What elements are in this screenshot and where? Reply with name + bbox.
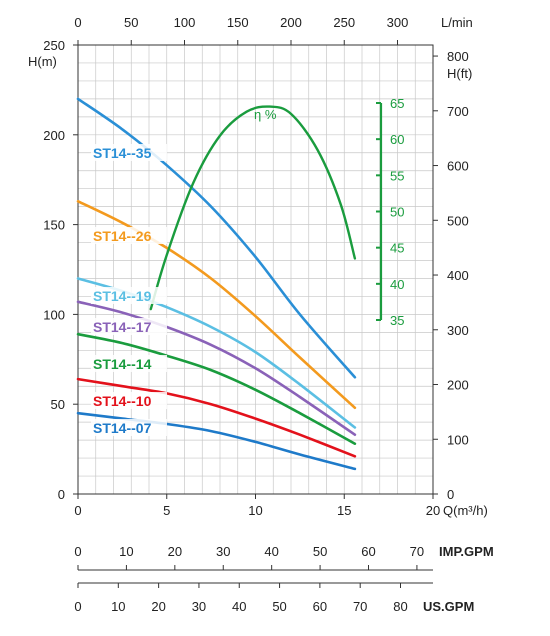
us-gpm-tick-label: 20 — [151, 599, 165, 614]
us-gpm-tick-label: 40 — [232, 599, 246, 614]
efficiency-tick-label: 45 — [390, 241, 404, 256]
series-label-bg — [91, 227, 167, 244]
y-right-tick-label: 300 — [447, 323, 469, 338]
axes: 0 5 10 15 20 Q(m³/h)0 50 100 150 200 250 300 L/min05… — [28, 15, 488, 518]
head-curve — [76, 200, 357, 410]
x-tick-label: 10 — [248, 503, 262, 518]
y-right-axis-label: H(ft) — [447, 66, 472, 81]
imp-gpm-tick-label: 70 — [410, 544, 424, 559]
head-curve — [76, 97, 357, 379]
imp-gpm-tick-label: 30 — [216, 544, 230, 559]
series-curves — [76, 97, 357, 471]
x-top-tick-label: 300 — [387, 15, 409, 30]
series-label: ST14--26 — [93, 228, 152, 244]
y-tick-label: 200 — [43, 128, 65, 143]
head-curve — [76, 411, 357, 471]
x-tick-label: 0 — [74, 503, 81, 518]
us-gpm-tick-label: 0 — [74, 599, 81, 614]
grid — [78, 45, 433, 494]
y-right-tick-label: 0 — [447, 487, 454, 502]
x-tick-label: 5 — [163, 503, 170, 518]
x-top-tick-label: 250 — [333, 15, 355, 30]
head-curve — [76, 300, 357, 436]
us-gpm-tick-label: 30 — [192, 599, 206, 614]
y-right-tick-label: 700 — [447, 104, 469, 119]
series-label-bg — [91, 392, 167, 409]
series-label-bg — [91, 318, 167, 335]
x-top-tick-label: 150 — [227, 15, 249, 30]
efficiency-tick-label: 55 — [390, 168, 404, 183]
y-tick-label: 0 — [58, 487, 65, 502]
x-top-axis-label: L/min — [441, 15, 473, 30]
x-top-tick-label: 50 — [124, 15, 138, 30]
efficiency-tick-label: 40 — [390, 277, 404, 292]
series-label: ST14--19 — [93, 288, 152, 304]
y-tick-label: 50 — [51, 397, 65, 412]
flow-conversion-scales: 0 10 20 30 40 50 60 70 IMP.GPM 0 10 20 30 40 50 60 70 80 U… — [74, 544, 493, 614]
imp-gpm-tick-label: 60 — [361, 544, 375, 559]
imp-gpm-tick-label: 20 — [168, 544, 182, 559]
y-tick-label: 100 — [43, 307, 65, 322]
imp-gpm-label: IMP.GPM — [439, 544, 494, 559]
y-right-tick-label: 500 — [447, 213, 469, 228]
y-tick-label: 150 — [43, 218, 65, 233]
series-label-bg — [91, 287, 167, 304]
series-label: ST14--14 — [93, 356, 152, 372]
us-gpm-tick-label: 70 — [353, 599, 367, 614]
series-label: ST14--07 — [93, 420, 152, 436]
series-label-bg — [91, 144, 167, 161]
x-tick-label: 15 — [337, 503, 351, 518]
head-curve — [76, 332, 357, 445]
y-tick-label: 250 — [43, 38, 65, 53]
efficiency-tick-label: 35 — [390, 313, 404, 328]
series-label: ST14--17 — [93, 319, 152, 335]
x-top-tick-label: 200 — [280, 15, 302, 30]
efficiency-curve — [149, 105, 357, 311]
us-gpm-tick-label: 80 — [393, 599, 407, 614]
efficiency-tick-label: 65 — [390, 96, 404, 111]
x-tick-label: 20 — [426, 503, 440, 518]
series-label-bg — [91, 355, 167, 372]
us-gpm-tick-label: 10 — [111, 599, 125, 614]
efficiency-label: η % — [254, 107, 277, 122]
y-right-tick-label: 600 — [447, 159, 469, 174]
head-curve — [76, 377, 357, 458]
series-label: ST14--35 — [93, 145, 152, 161]
y-right-tick-label: 400 — [447, 268, 469, 283]
imp-gpm-tick-label: 10 — [119, 544, 133, 559]
us-gpm-tick-label: 50 — [272, 599, 286, 614]
y-right-tick-label: 800 — [447, 49, 469, 64]
efficiency-tick-label: 60 — [390, 132, 404, 147]
y-axis-label: H(m) — [28, 54, 57, 69]
series-label: ST14--10 — [93, 393, 152, 409]
series-label-bg — [91, 419, 167, 436]
imp-gpm-tick-label: 40 — [264, 544, 278, 559]
us-gpm-tick-label: 60 — [313, 599, 327, 614]
imp-gpm-tick-label: 0 — [74, 544, 81, 559]
imp-gpm-tick-label: 50 — [313, 544, 327, 559]
us-gpm-label: US.GPM — [423, 599, 474, 614]
y-right-tick-label: 200 — [447, 378, 469, 393]
series-labels: ST14--35 ST14--26 ST14--19 ST14--17 ST14--14… — [91, 144, 167, 436]
y-right-tick-label: 100 — [447, 432, 469, 447]
efficiency-tick-label: 50 — [390, 205, 404, 220]
x-top-tick-label: 0 — [74, 15, 81, 30]
x-top-tick-label: 100 — [174, 15, 196, 30]
x-axis-label: Q(m³/h) — [443, 503, 488, 518]
